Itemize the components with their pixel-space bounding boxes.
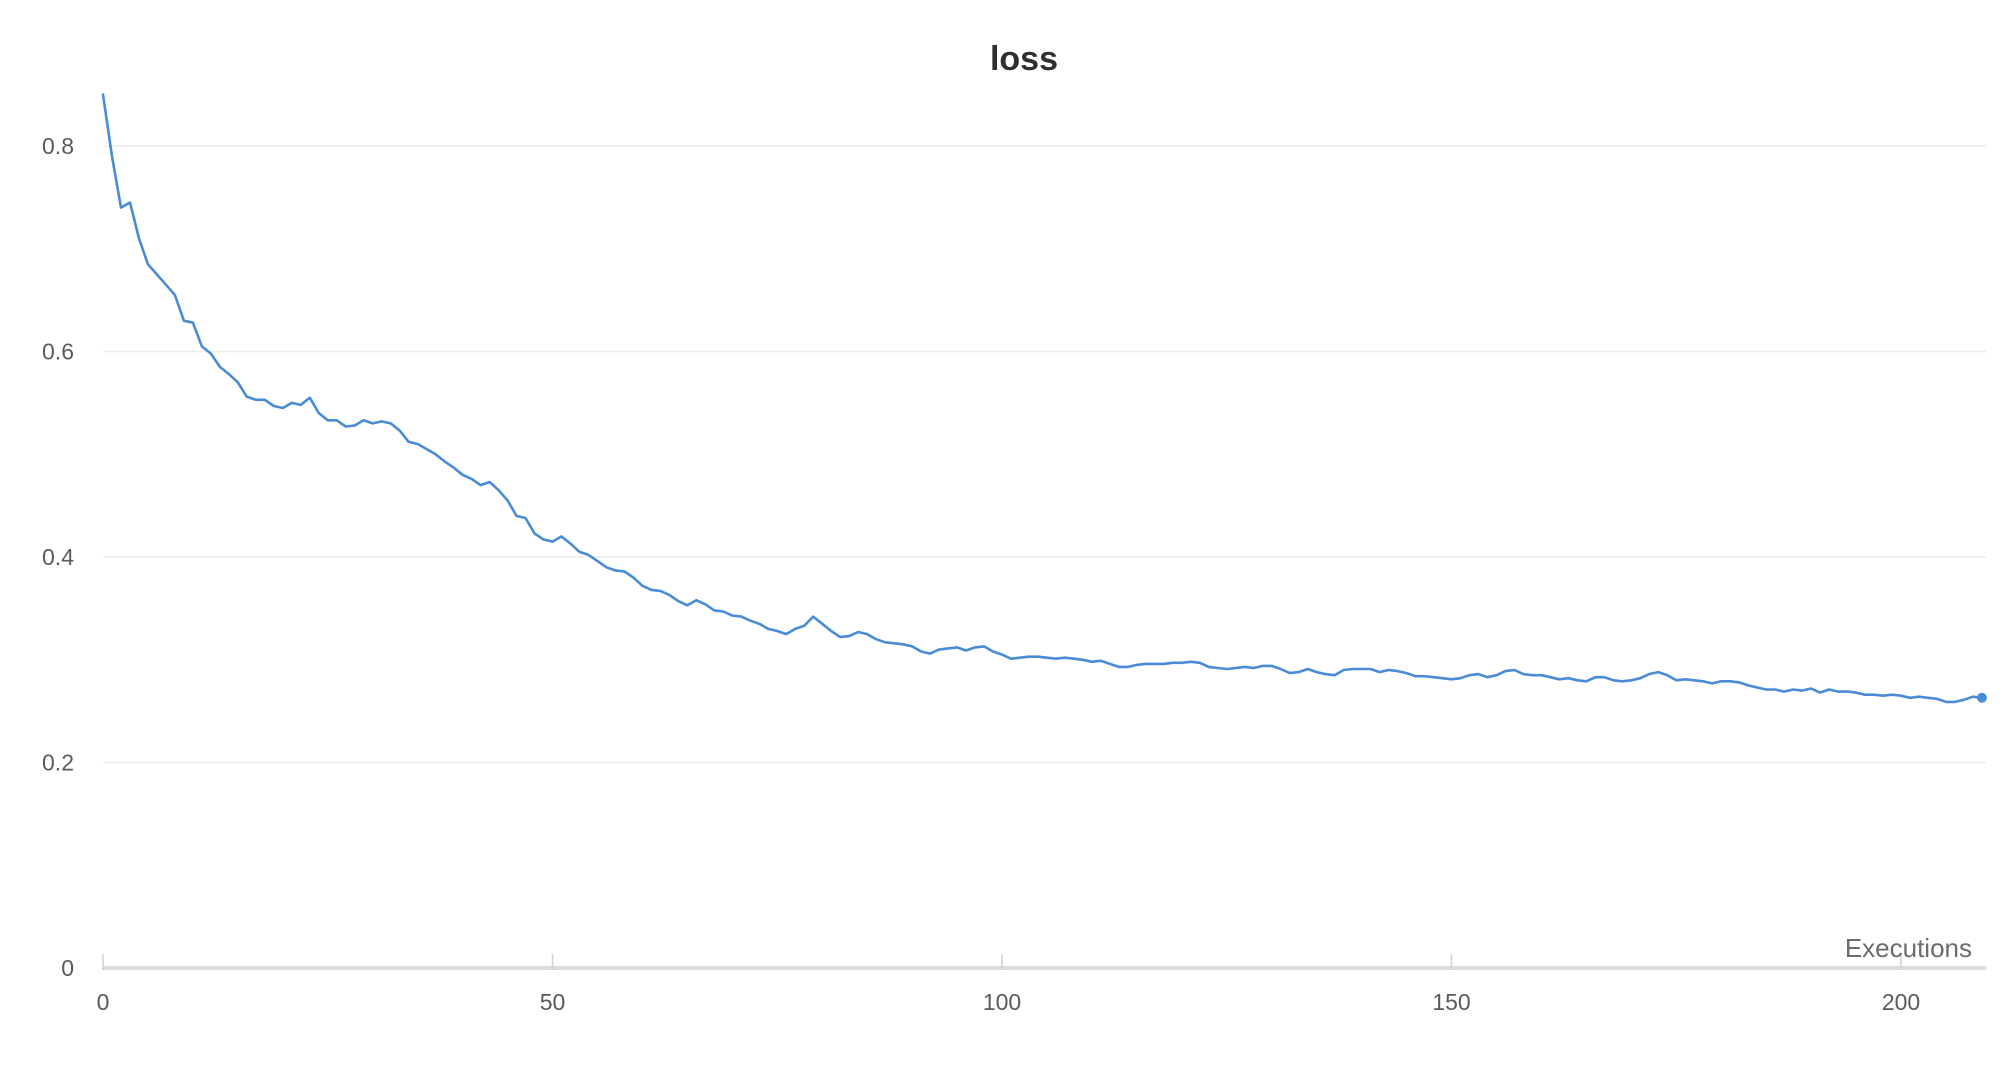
x-tick-label: 0 xyxy=(97,989,110,1015)
series-layer xyxy=(101,93,1987,704)
series-line xyxy=(101,93,1984,704)
x-axis-label: Executions xyxy=(1845,933,1972,963)
y-tick-label: 0.6 xyxy=(42,339,74,365)
y-tick-label: 0 xyxy=(61,955,74,981)
x-tick-label: 200 xyxy=(1882,989,1920,1015)
y-tick-label: 0.4 xyxy=(42,544,74,570)
y-axis-ticks: 0 0.2 0.4 0.6 0.8 xyxy=(42,133,74,981)
y-tick-label: 0.8 xyxy=(42,133,74,159)
x-tick-label: 50 xyxy=(540,989,566,1015)
x-axis-ticks: 0 50 100 150 200 xyxy=(97,954,1920,1015)
x-tick-label: 150 xyxy=(1432,989,1470,1015)
series-end-point xyxy=(1976,692,1987,703)
y-tick-label: 0.2 xyxy=(42,750,74,776)
chart-title: loss xyxy=(990,40,1058,78)
x-tick-label: 100 xyxy=(983,989,1021,1015)
grid-lines xyxy=(103,145,1986,764)
